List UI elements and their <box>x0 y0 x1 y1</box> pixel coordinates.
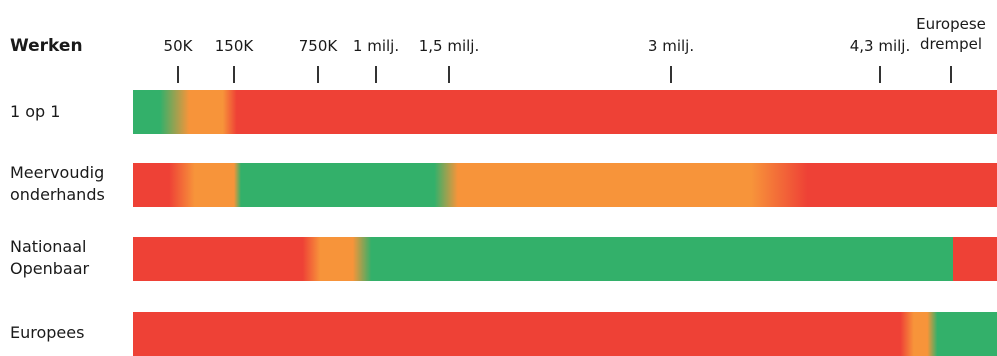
tick-mark <box>375 66 377 83</box>
row-bar <box>133 312 997 356</box>
tick-mark <box>879 66 881 83</box>
row-label: onderhands <box>10 185 105 204</box>
row-bar <box>133 163 997 207</box>
chart-title: Werken <box>10 36 83 56</box>
row-label: Meervoudig <box>10 163 105 182</box>
tick-label: 150K <box>214 37 254 55</box>
tick-mark <box>448 66 450 83</box>
tick-mark <box>177 66 179 83</box>
row-bar <box>133 90 997 134</box>
tick-label: 3 milj. <box>647 37 695 55</box>
row-bar <box>133 237 997 281</box>
row-label: Nationaal <box>10 237 87 256</box>
tick-label: 50K <box>163 37 193 55</box>
tick-mark <box>950 66 952 83</box>
tick-label: 4,3 milj. <box>849 37 911 55</box>
row-label: Europees <box>10 323 85 342</box>
tick-label: 750K <box>298 37 338 55</box>
tick-mark <box>233 66 235 83</box>
tick-mark <box>670 66 672 83</box>
tick-mark <box>317 66 319 83</box>
row-label: 1 op 1 <box>10 102 61 121</box>
tick-label: 1,5 milj. <box>418 37 480 55</box>
tick-label: 1 milj. <box>352 37 400 55</box>
row-label: Openbaar <box>10 259 90 278</box>
tick-label: Europese drempel <box>916 15 986 53</box>
